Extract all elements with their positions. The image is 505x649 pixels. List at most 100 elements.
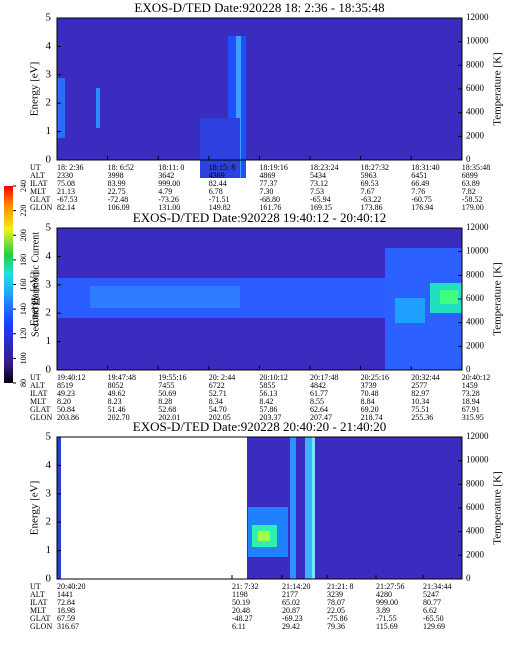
table-cell: 62.64 bbox=[310, 405, 328, 414]
table-cell: 202.05 bbox=[209, 413, 231, 422]
y-tick-label: 5 bbox=[46, 222, 52, 234]
y2-tick-label: 8000 bbox=[466, 478, 485, 488]
table-cell: 83.99 bbox=[108, 179, 126, 188]
table-cell: 8.55 bbox=[310, 397, 324, 406]
table-row-label: ALT bbox=[30, 381, 45, 390]
table-cell: 18:23:24 bbox=[310, 163, 338, 172]
table-cell: 4369 bbox=[209, 171, 225, 180]
table-row-label: ALT bbox=[30, 590, 45, 599]
table-row-label: MLT bbox=[30, 187, 46, 196]
table-cell: 21: 7:32 bbox=[232, 582, 258, 591]
table-cell: 203.37 bbox=[259, 413, 281, 422]
table-cell: 6899 bbox=[462, 171, 478, 180]
table-cell: 4280 bbox=[376, 590, 392, 599]
spectrogram-feature bbox=[395, 298, 425, 323]
table-cell: -65.94 bbox=[310, 195, 331, 204]
table-cell: 20:17:48 bbox=[310, 373, 338, 382]
table-cell: -60.75 bbox=[411, 195, 432, 204]
table-row-label: GLON bbox=[30, 413, 52, 422]
y-tick-label: 2 bbox=[46, 307, 52, 319]
spectrogram-feature bbox=[57, 78, 65, 138]
table-cell: 21:34:44 bbox=[423, 582, 451, 591]
table-cell: 18: 2:36 bbox=[57, 163, 83, 172]
table-cell: -68.80 bbox=[259, 195, 280, 204]
table-cell: 8.84 bbox=[361, 397, 375, 406]
colorbar-tick-label: 240 bbox=[19, 180, 28, 192]
table-cell: 73.12 bbox=[310, 179, 328, 188]
panel-title: EXOS-D/TED Date:920228 19:40:12 - 20:40:… bbox=[133, 210, 386, 225]
table-cell: 3998 bbox=[108, 171, 124, 180]
table-cell: 6722 bbox=[209, 381, 225, 390]
table-cell: 315.95 bbox=[462, 413, 484, 422]
table-cell: 1459 bbox=[462, 381, 478, 390]
y2-tick-label: 2000 bbox=[466, 340, 485, 350]
table-cell: 173.86 bbox=[361, 203, 383, 212]
table-cell: 5855 bbox=[259, 381, 275, 390]
panel-title: EXOS-D/TED Date:920228 18: 2:36 - 18:35:… bbox=[134, 0, 384, 15]
colorbar-label: Second Harmonic Current bbox=[30, 232, 41, 337]
y2-tick-label: 0 bbox=[466, 573, 471, 583]
y-axis-label: Energy [eV] bbox=[29, 272, 41, 326]
table-cell: 20:25:16 bbox=[361, 373, 389, 382]
table-cell: 20:10:12 bbox=[259, 373, 287, 382]
table-cell: -71.51 bbox=[209, 195, 230, 204]
table-cell: 5247 bbox=[423, 590, 439, 599]
table-cell: 69.20 bbox=[361, 405, 379, 414]
colorbar-tick-label: 140 bbox=[19, 303, 28, 315]
table-cell: 179.00 bbox=[462, 203, 484, 212]
y2-tick-label: 12000 bbox=[466, 12, 489, 22]
y2-tick-label: 2000 bbox=[466, 130, 485, 140]
table-cell: 8.28 bbox=[158, 397, 172, 406]
table-cell: 18:15: 8 bbox=[209, 163, 235, 172]
y2-tick-label: 6000 bbox=[466, 83, 485, 93]
table-cell: 72.84 bbox=[57, 598, 75, 607]
table-cell: 3.89 bbox=[376, 606, 390, 615]
table-cell: 66.49 bbox=[411, 179, 429, 188]
table-cell: 1441 bbox=[57, 590, 73, 599]
y2-tick-label: 12000 bbox=[466, 431, 489, 441]
table-cell: 20: 2:44 bbox=[209, 373, 235, 382]
table-cell: 10.34 bbox=[411, 397, 429, 406]
table-cell: -58.52 bbox=[462, 195, 483, 204]
colorbar-tick-label: 100 bbox=[19, 352, 28, 364]
table-cell: 2177 bbox=[282, 590, 298, 599]
table-cell: 21:21: 8 bbox=[327, 582, 353, 591]
table-cell: 8.20 bbox=[57, 397, 71, 406]
table-cell: 61.77 bbox=[310, 389, 328, 398]
table-cell: -65.50 bbox=[423, 614, 444, 623]
table-cell: 8519 bbox=[57, 381, 73, 390]
table-cell: 203.86 bbox=[57, 413, 79, 422]
table-cell: 8052 bbox=[108, 381, 124, 390]
table-cell: 18:31:40 bbox=[411, 163, 439, 172]
table-cell: 63.89 bbox=[462, 179, 480, 188]
table-cell: 57.86 bbox=[259, 405, 277, 414]
table-cell: -75.86 bbox=[327, 614, 348, 623]
table-cell: 7.67 bbox=[361, 187, 375, 196]
table-cell: 79.36 bbox=[327, 622, 345, 631]
colorbar-tick-label: 120 bbox=[19, 328, 28, 340]
table-cell: 18.98 bbox=[57, 606, 75, 615]
table-cell: 218.74 bbox=[361, 413, 383, 422]
table-cell: 69.53 bbox=[361, 179, 379, 188]
y-tick-label: 0 bbox=[46, 364, 52, 376]
y-tick-label: 0 bbox=[46, 154, 52, 166]
table-cell: 6451 bbox=[411, 171, 427, 180]
table-cell: 5434 bbox=[310, 171, 326, 180]
spectrogram-feature bbox=[236, 36, 241, 178]
table-cell: -48.27 bbox=[232, 614, 253, 623]
y2-axis-label: Temperature [K] bbox=[492, 52, 504, 125]
table-cell: -67.53 bbox=[57, 195, 78, 204]
y-tick-label: 1 bbox=[46, 544, 52, 556]
table-cell: 999.00 bbox=[376, 598, 398, 607]
table-cell: 8.42 bbox=[259, 397, 273, 406]
panel-title: EXOS-D/TED Date:920228 20:40:20 - 21:40:… bbox=[133, 419, 386, 434]
table-cell: 22.75 bbox=[108, 187, 126, 196]
table-cell: 106.09 bbox=[108, 203, 130, 212]
table-cell: 115.69 bbox=[376, 622, 398, 631]
table-cell: 18:11: 0 bbox=[158, 163, 184, 172]
spectrogram bbox=[57, 18, 462, 160]
table-cell: 7455 bbox=[158, 381, 174, 390]
y-axis-label: Energy [eV] bbox=[29, 481, 41, 535]
table-cell: 129.69 bbox=[423, 622, 445, 631]
y-tick-label: 4 bbox=[46, 40, 52, 52]
